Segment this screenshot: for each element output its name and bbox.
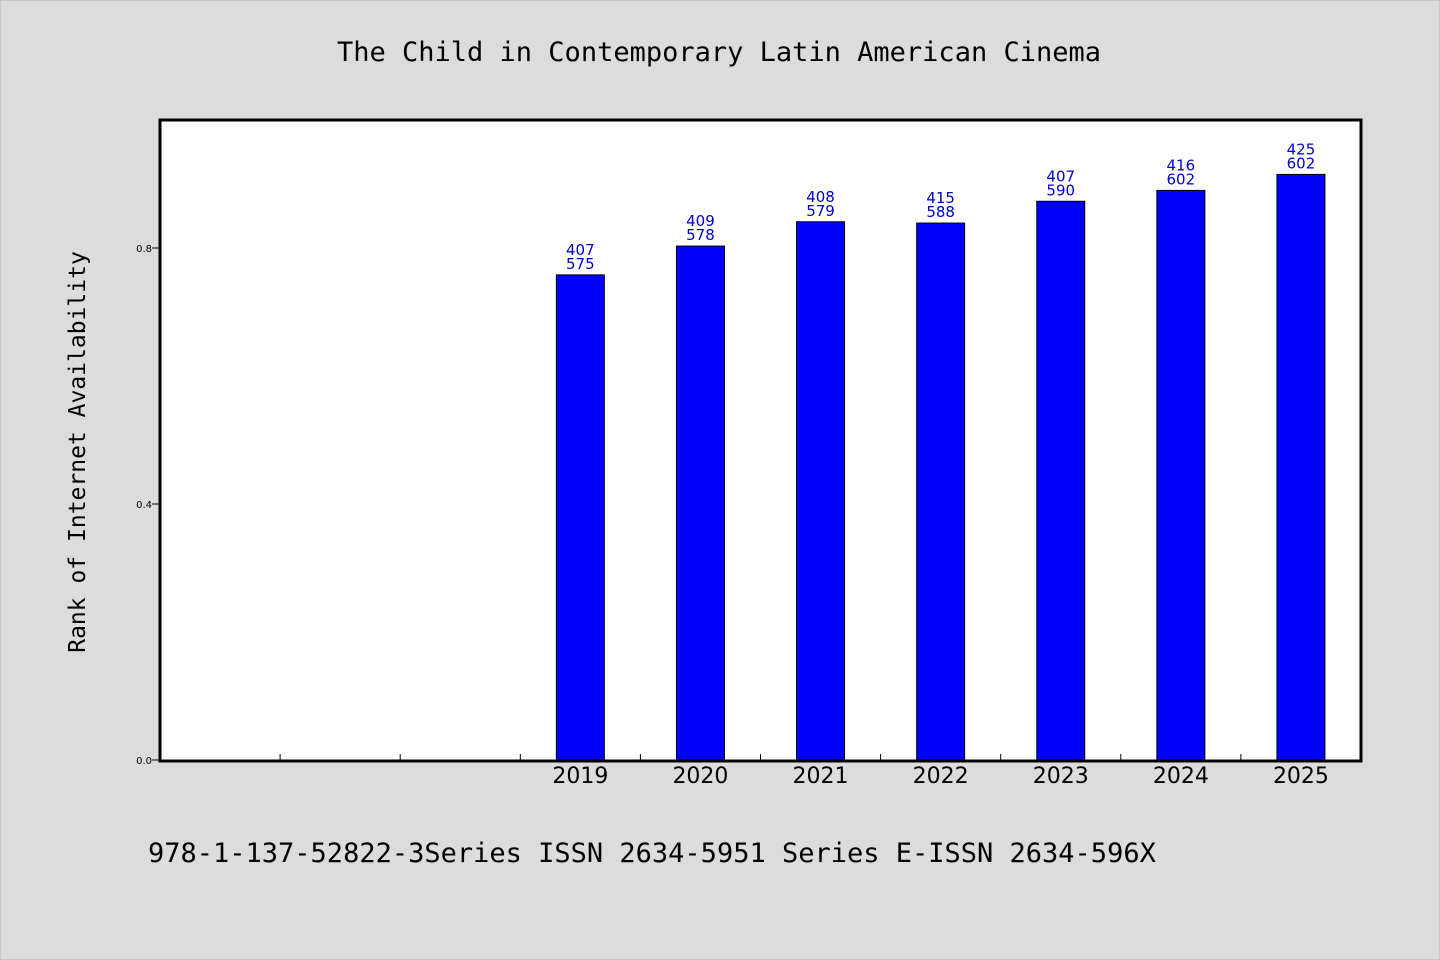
bar — [916, 222, 966, 761]
bar-data-labels: 4075754095784085794155884075904166024256… — [566, 140, 1315, 272]
x-tick-label: 2024 — [1153, 764, 1209, 789]
bar — [796, 221, 846, 761]
bar-data-label-bottom: 588 — [926, 203, 955, 221]
bar-data-label-bottom: 602 — [1167, 170, 1196, 188]
y-axis: 0.0 0.4 0.8 — [136, 244, 160, 767]
bar-data-label-bottom: 578 — [686, 226, 715, 244]
x-tick-label: 2022 — [913, 764, 969, 789]
y-tick-label: 0.0 — [136, 756, 152, 767]
footer-isbn-issn: 978-1-137-52822-3Series ISSN 2634-5951 S… — [148, 838, 1156, 869]
bar-data-label-bottom: 579 — [806, 202, 835, 220]
bar-data-label-bottom: 602 — [1287, 154, 1316, 172]
y-axis-label: Rank of Internet Availability — [65, 251, 91, 653]
x-tick-label: 2021 — [793, 764, 849, 789]
x-tick-label: 2023 — [1033, 764, 1089, 789]
bar-series — [555, 173, 1326, 761]
bar-data-label-top: 409 — [686, 212, 715, 230]
bar — [555, 274, 605, 761]
y-tick-label: 0.4 — [136, 500, 152, 511]
bar-data-label-top: 415 — [926, 189, 955, 207]
bar — [1036, 200, 1086, 761]
x-tick-label: 2019 — [552, 764, 608, 789]
y-tick-label: 0.8 — [136, 244, 152, 255]
bar — [675, 245, 725, 761]
bar-data-label-top: 408 — [806, 188, 835, 206]
chart-title: The Child in Contemporary Latin American… — [337, 37, 1101, 68]
bar-data-label-top: 407 — [1046, 167, 1075, 185]
bar-data-label-top: 416 — [1167, 156, 1196, 174]
bar-data-label-top: 425 — [1287, 140, 1316, 158]
x-axis: 2019 2020 2021 2022 2023 2024 2025 — [279, 754, 1329, 789]
bar — [1156, 189, 1206, 761]
bar-data-label-bottom: 590 — [1046, 181, 1075, 199]
x-tick-label: 2020 — [672, 764, 728, 789]
x-tick-label: 2025 — [1273, 764, 1329, 789]
bar-data-label-top: 407 — [566, 241, 595, 259]
bar — [1276, 173, 1326, 761]
bar-data-label-bottom: 575 — [566, 255, 595, 273]
